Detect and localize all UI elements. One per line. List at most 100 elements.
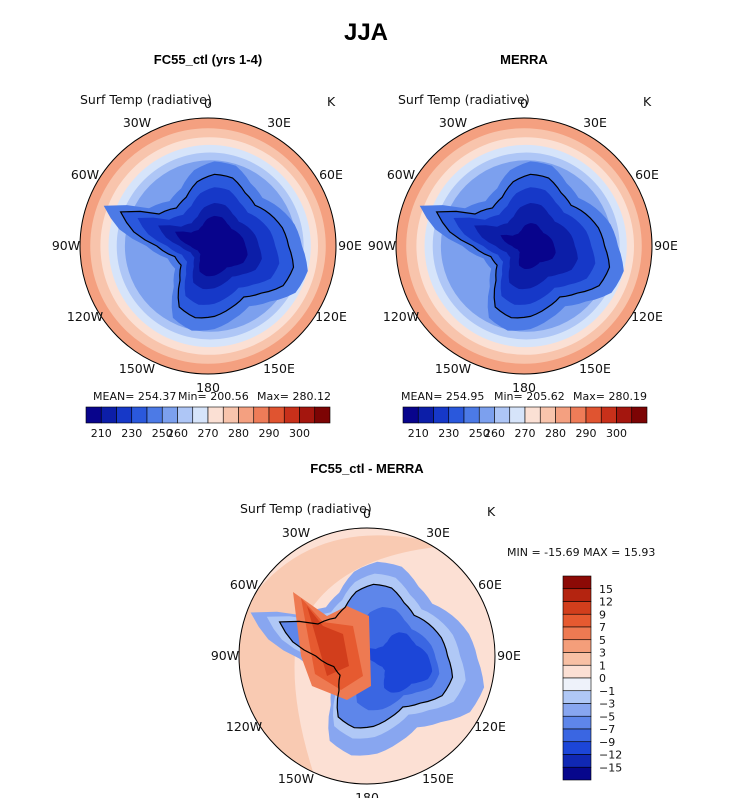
longitude-label: 90W: [368, 238, 396, 253]
colorbar-swatch: [562, 613, 592, 628]
colorbar-tick: 9: [599, 608, 606, 621]
colorbar-swatch: [268, 406, 285, 424]
colorbar-swatch: [283, 406, 300, 424]
colorbar-tick: 290: [259, 427, 280, 440]
longitude-label: 150W: [278, 771, 314, 786]
longitude-label: 120E: [315, 309, 347, 324]
longitude-label: 30E: [267, 115, 291, 130]
panel-merra-longitude-labels: 0 30E 60E 90E 120E 150E 180 150W 120W 90W 60W 30W: [368, 96, 678, 395]
colorbar-swatch: [600, 406, 617, 424]
panel-model: FC55_ctl (yrs 1-4) Surf Temp (radiative)…: [52, 52, 362, 440]
panel-merra-mean: MEAN= 254.95: [401, 390, 484, 403]
panel-merra-map: [395, 117, 653, 375]
colorbar-tick: 250: [469, 427, 490, 440]
colorbar-tick: 210: [91, 427, 112, 440]
colorbar-tick: −12: [599, 749, 622, 762]
coastline: [278, 583, 454, 729]
colorbar-swatch: [562, 588, 592, 602]
colorbar-swatch: [222, 406, 239, 424]
longitude-label: 120W: [226, 719, 262, 734]
longitude-label: 90E: [654, 238, 678, 253]
colorbar-tick: 270: [198, 427, 219, 440]
panel-merra-units: K: [643, 94, 652, 109]
longitude-label: 180: [512, 380, 536, 395]
colorbar-swatch: [524, 406, 541, 424]
coastline: [435, 173, 611, 319]
colorbar-swatch: [562, 741, 592, 755]
panel-merra-max: Max= 280.19: [573, 390, 647, 403]
longitude-label: 150E: [422, 771, 454, 786]
colorbar-swatch: [555, 406, 572, 424]
panel-difference-variable: Surf Temp (radiative): [240, 501, 372, 516]
panel-model-map: [79, 117, 337, 375]
longitude-label: 0: [204, 96, 212, 111]
colorbar-swatch: [562, 626, 592, 641]
colorbar-tick: 5: [599, 634, 606, 647]
figure-title: JJA: [344, 19, 388, 46]
colorbar-swatch: [85, 406, 102, 424]
difference-band: [359, 632, 433, 693]
colorbar-tick: 260: [484, 427, 505, 440]
colorbar-tick: 280: [228, 427, 249, 440]
longitude-label: 60W: [387, 167, 415, 182]
panel-model-title: FC55_ctl (yrs 1-4): [154, 52, 262, 67]
colorbar-swatch: [562, 664, 592, 679]
temperature-band: [500, 223, 556, 269]
longitude-label: 150E: [263, 361, 295, 376]
colorbar-swatch: [192, 406, 209, 424]
colorbar-swatch: [417, 406, 434, 424]
colorbar-swatch: [177, 406, 194, 424]
colorbar-swatch: [131, 406, 148, 424]
colorbar-tick: −15: [599, 761, 622, 774]
colorbar-swatch: [299, 406, 316, 424]
colorbar-tick: 270: [515, 427, 536, 440]
colorbar-swatch: [562, 677, 592, 692]
longitude-label: 120W: [67, 309, 103, 324]
colorbar-swatch: [585, 406, 602, 424]
colorbar-tick: 12: [599, 596, 613, 609]
longitude-label: 0: [363, 506, 371, 521]
colorbar-swatch: [161, 406, 178, 424]
colorbar-swatch: [402, 406, 419, 424]
colorbar-swatch: [116, 406, 133, 424]
colorbar-tick: 280: [545, 427, 566, 440]
colorbar-swatch: [238, 406, 255, 424]
longitude-label: 90E: [338, 238, 362, 253]
longitude-label: 90E: [497, 648, 521, 663]
colorbar-swatch: [509, 406, 526, 424]
colorbar-swatch: [616, 406, 633, 424]
panel-merra-variable: Surf Temp (radiative): [398, 92, 530, 107]
panel-merra-min: Min= 205.62: [494, 390, 565, 403]
colorbar-swatch: [562, 754, 592, 768]
panel-model-max: Max= 280.12: [257, 390, 331, 403]
temperature-band: [175, 215, 248, 277]
longitude-label: 30W: [439, 115, 467, 130]
colorbar-swatch: [100, 406, 117, 424]
colorbar-swatch: [539, 406, 556, 424]
colorbar-swatch: [562, 652, 592, 666]
longitude-label: 120E: [474, 719, 506, 734]
colorbar-tick: 260: [167, 427, 188, 440]
colorbar-swatch: [253, 406, 270, 424]
longitude-label: 60E: [635, 167, 659, 182]
coastline: [119, 173, 295, 319]
colorbar-tick: 230: [121, 427, 142, 440]
colorbar-swatch: [494, 406, 511, 424]
longitude-label: 60E: [319, 167, 343, 182]
panel-model-longitude-labels: 0 30E 60E 90E 120E 150E 180 150W 120W 90W 60W 30W: [52, 96, 362, 395]
panel-difference-units: K: [487, 504, 496, 519]
colorbar-swatch: [562, 766, 592, 781]
longitude-label: 90W: [52, 238, 80, 253]
colorbar-tick: 1: [599, 659, 606, 672]
panel-difference-title: FC55_ctl - MERRA: [310, 461, 424, 476]
colorbar-swatch: [562, 703, 592, 717]
longitude-label: 150E: [579, 361, 611, 376]
colorbar-swatch: [433, 406, 450, 424]
longitude-label: 0: [520, 96, 528, 111]
longitude-label: 150W: [119, 361, 155, 376]
colorbar-tick: −9: [599, 736, 615, 749]
